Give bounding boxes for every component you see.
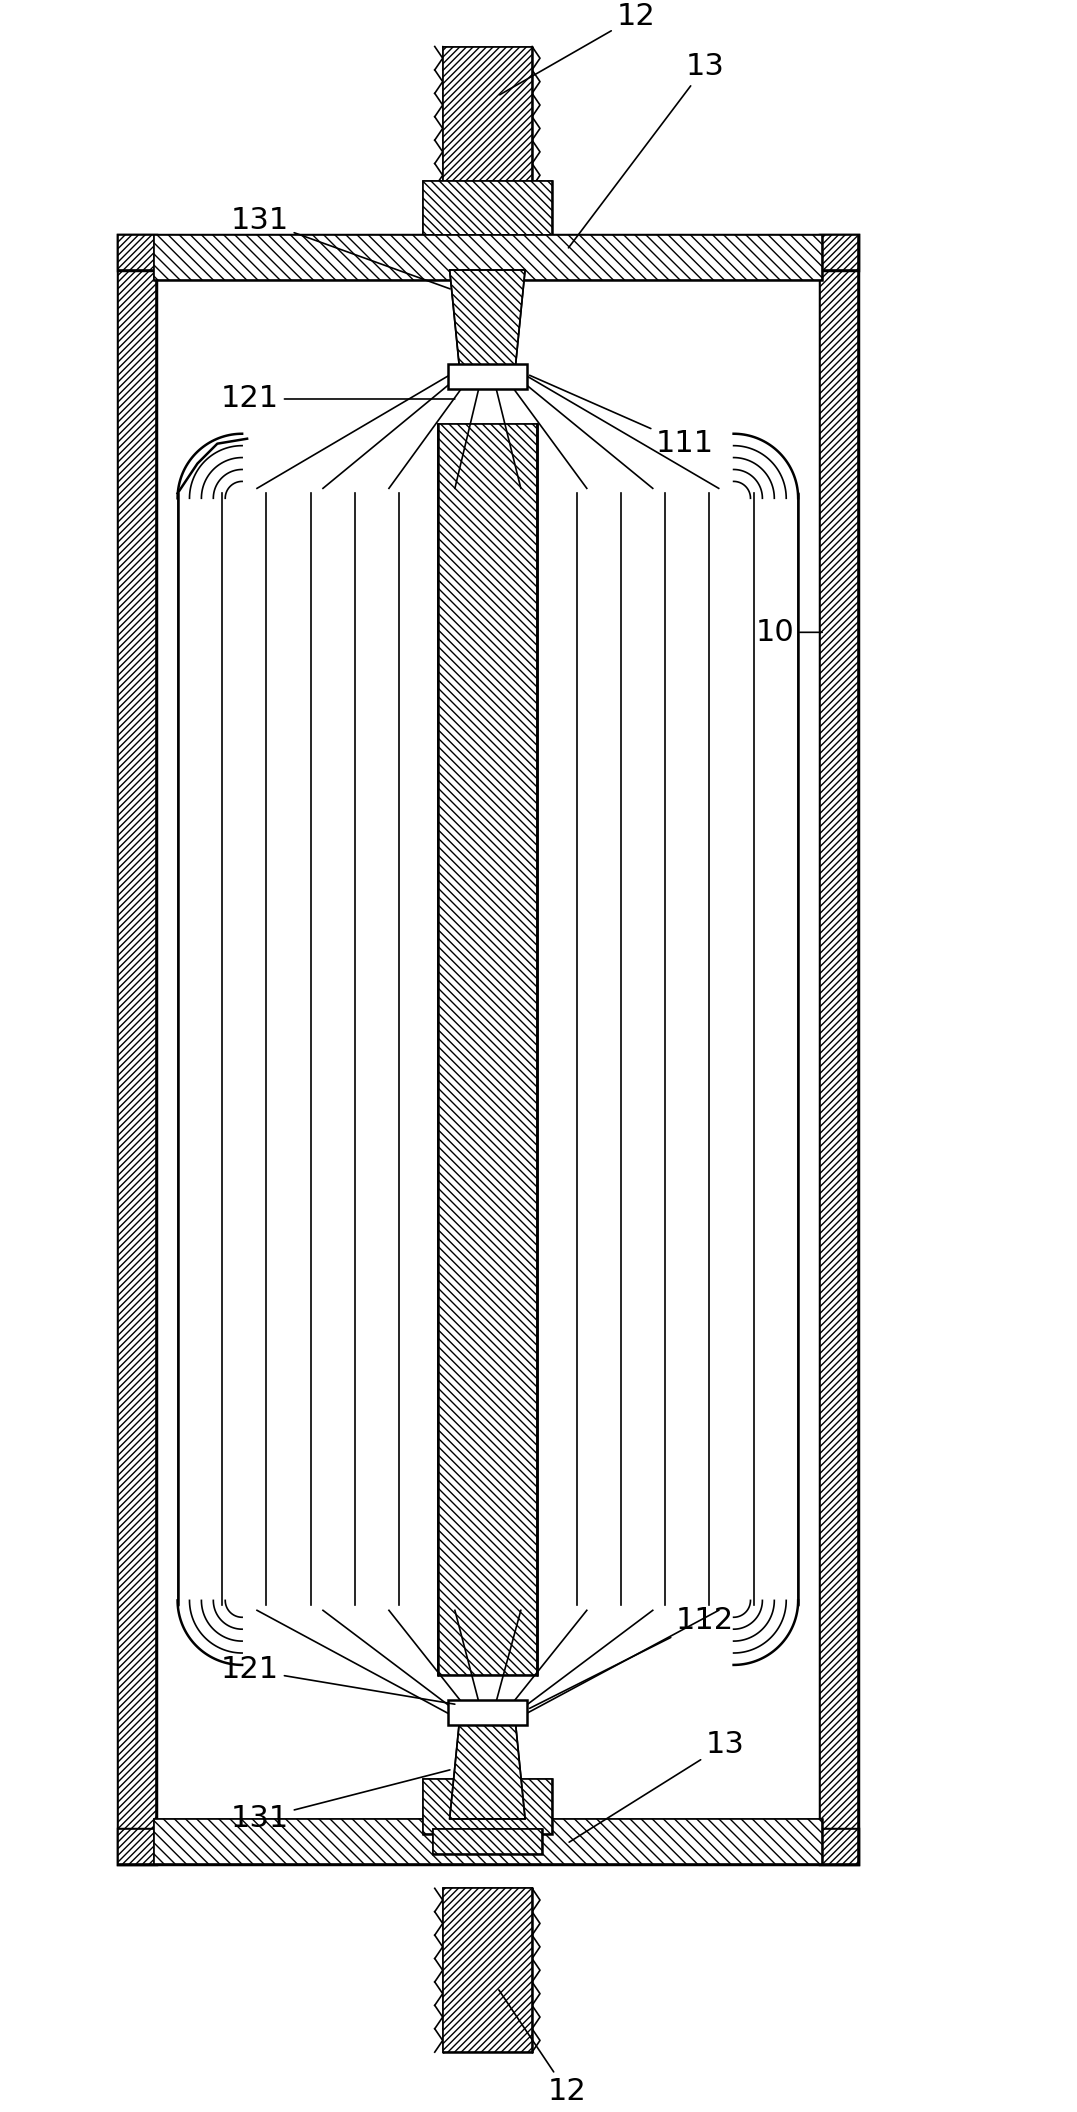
Bar: [118, 234, 857, 270]
Text: 13: 13: [569, 1730, 744, 1842]
Bar: [423, 180, 551, 234]
Text: 121: 121: [221, 1656, 454, 1704]
Bar: [448, 1700, 527, 1726]
Bar: [154, 1818, 822, 1863]
Bar: [423, 1778, 551, 1833]
Bar: [118, 234, 857, 270]
Bar: [820, 234, 857, 1863]
Bar: [118, 234, 156, 1863]
Polygon shape: [449, 1719, 526, 1818]
Text: 111: 111: [530, 376, 714, 458]
Text: 121: 121: [221, 384, 454, 414]
Text: 131: 131: [230, 205, 450, 289]
Bar: [154, 1818, 822, 1863]
Text: 131: 131: [230, 1770, 450, 1833]
Bar: [820, 234, 857, 1863]
Bar: [433, 1829, 542, 1854]
Bar: [433, 241, 542, 270]
Bar: [118, 1829, 857, 1863]
Text: 13: 13: [569, 53, 725, 247]
Text: 12: 12: [500, 2, 655, 95]
Polygon shape: [449, 270, 526, 370]
Bar: [423, 180, 551, 234]
Bar: [437, 425, 537, 1675]
Bar: [118, 234, 156, 1863]
Bar: [433, 241, 542, 270]
Text: 10: 10: [755, 619, 822, 646]
Text: 112: 112: [530, 1605, 735, 1709]
Bar: [437, 425, 537, 1675]
Bar: [433, 1829, 542, 1854]
Polygon shape: [443, 46, 532, 211]
Bar: [423, 1778, 551, 1833]
Bar: [448, 363, 527, 389]
Polygon shape: [443, 1888, 532, 2053]
Bar: [154, 234, 822, 281]
Bar: [154, 234, 822, 281]
Text: 12: 12: [499, 1990, 586, 2106]
Bar: [118, 1829, 857, 1863]
